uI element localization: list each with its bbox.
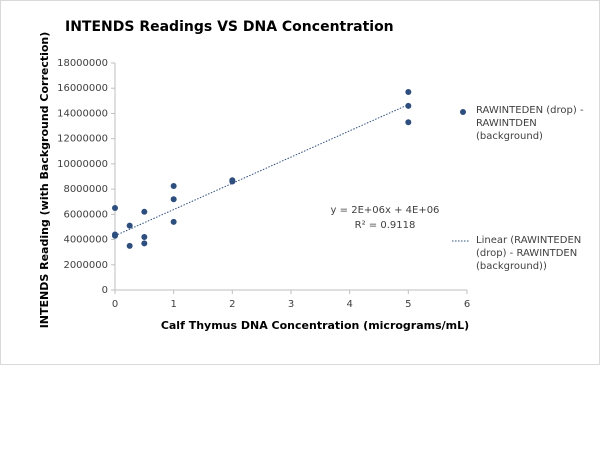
point bbox=[126, 222, 133, 229]
y-tick-label: 16000000 bbox=[57, 83, 108, 94]
x-tick-label: 4 bbox=[346, 299, 352, 310]
y-tick-label: 12000000 bbox=[57, 134, 108, 145]
x-tick-label: 2 bbox=[229, 299, 235, 310]
legend-trendline: Linear (RAWINTEDEN (drop) - RAWINTDEN (b… bbox=[476, 235, 582, 272]
y-tick-label: 2000000 bbox=[63, 260, 108, 271]
point bbox=[141, 208, 148, 215]
point bbox=[405, 102, 412, 109]
r-squared: R² = 0.9118 bbox=[355, 220, 416, 231]
x-tick-label: 5 bbox=[405, 299, 411, 310]
equation: y = 2E+06x + 4E+06 bbox=[331, 205, 440, 216]
point bbox=[141, 240, 148, 247]
point bbox=[126, 242, 133, 249]
y-tick-label: 4000000 bbox=[63, 235, 108, 246]
y-tick-label: 14000000 bbox=[57, 108, 108, 119]
y-tick-label: 8000000 bbox=[63, 184, 108, 195]
chart-border bbox=[0, 0, 600, 365]
y-tick-label: 6000000 bbox=[63, 209, 108, 220]
point bbox=[170, 182, 177, 189]
x-tick-label: 6 bbox=[464, 299, 470, 310]
x-tick-label: 1 bbox=[170, 299, 176, 310]
y-tick-label: 10000000 bbox=[57, 159, 108, 170]
point bbox=[405, 89, 412, 96]
point bbox=[229, 178, 236, 185]
y-axis-label: INTENDS Reading (with Background Correct… bbox=[38, 32, 51, 329]
point bbox=[405, 119, 412, 126]
legend-marker bbox=[460, 109, 466, 115]
trendline bbox=[114, 104, 409, 237]
x-tick-label: 0 bbox=[112, 299, 118, 310]
point bbox=[141, 234, 148, 241]
y-tick-label: 18000000 bbox=[57, 58, 108, 69]
x-axis-label: Calf Thymus DNA Concentration (microgram… bbox=[161, 319, 469, 332]
y-tick-label: 0 bbox=[102, 285, 108, 296]
legend-series: RAWINTEDEN (drop) - RAWINTDEN (backgroun… bbox=[476, 105, 584, 142]
point bbox=[170, 196, 177, 203]
point bbox=[112, 232, 118, 239]
point bbox=[112, 205, 118, 212]
chart-title: INTENDS Readings VS DNA Concentration bbox=[65, 19, 394, 35]
x-tick-label: 3 bbox=[288, 299, 294, 310]
point bbox=[170, 218, 177, 225]
